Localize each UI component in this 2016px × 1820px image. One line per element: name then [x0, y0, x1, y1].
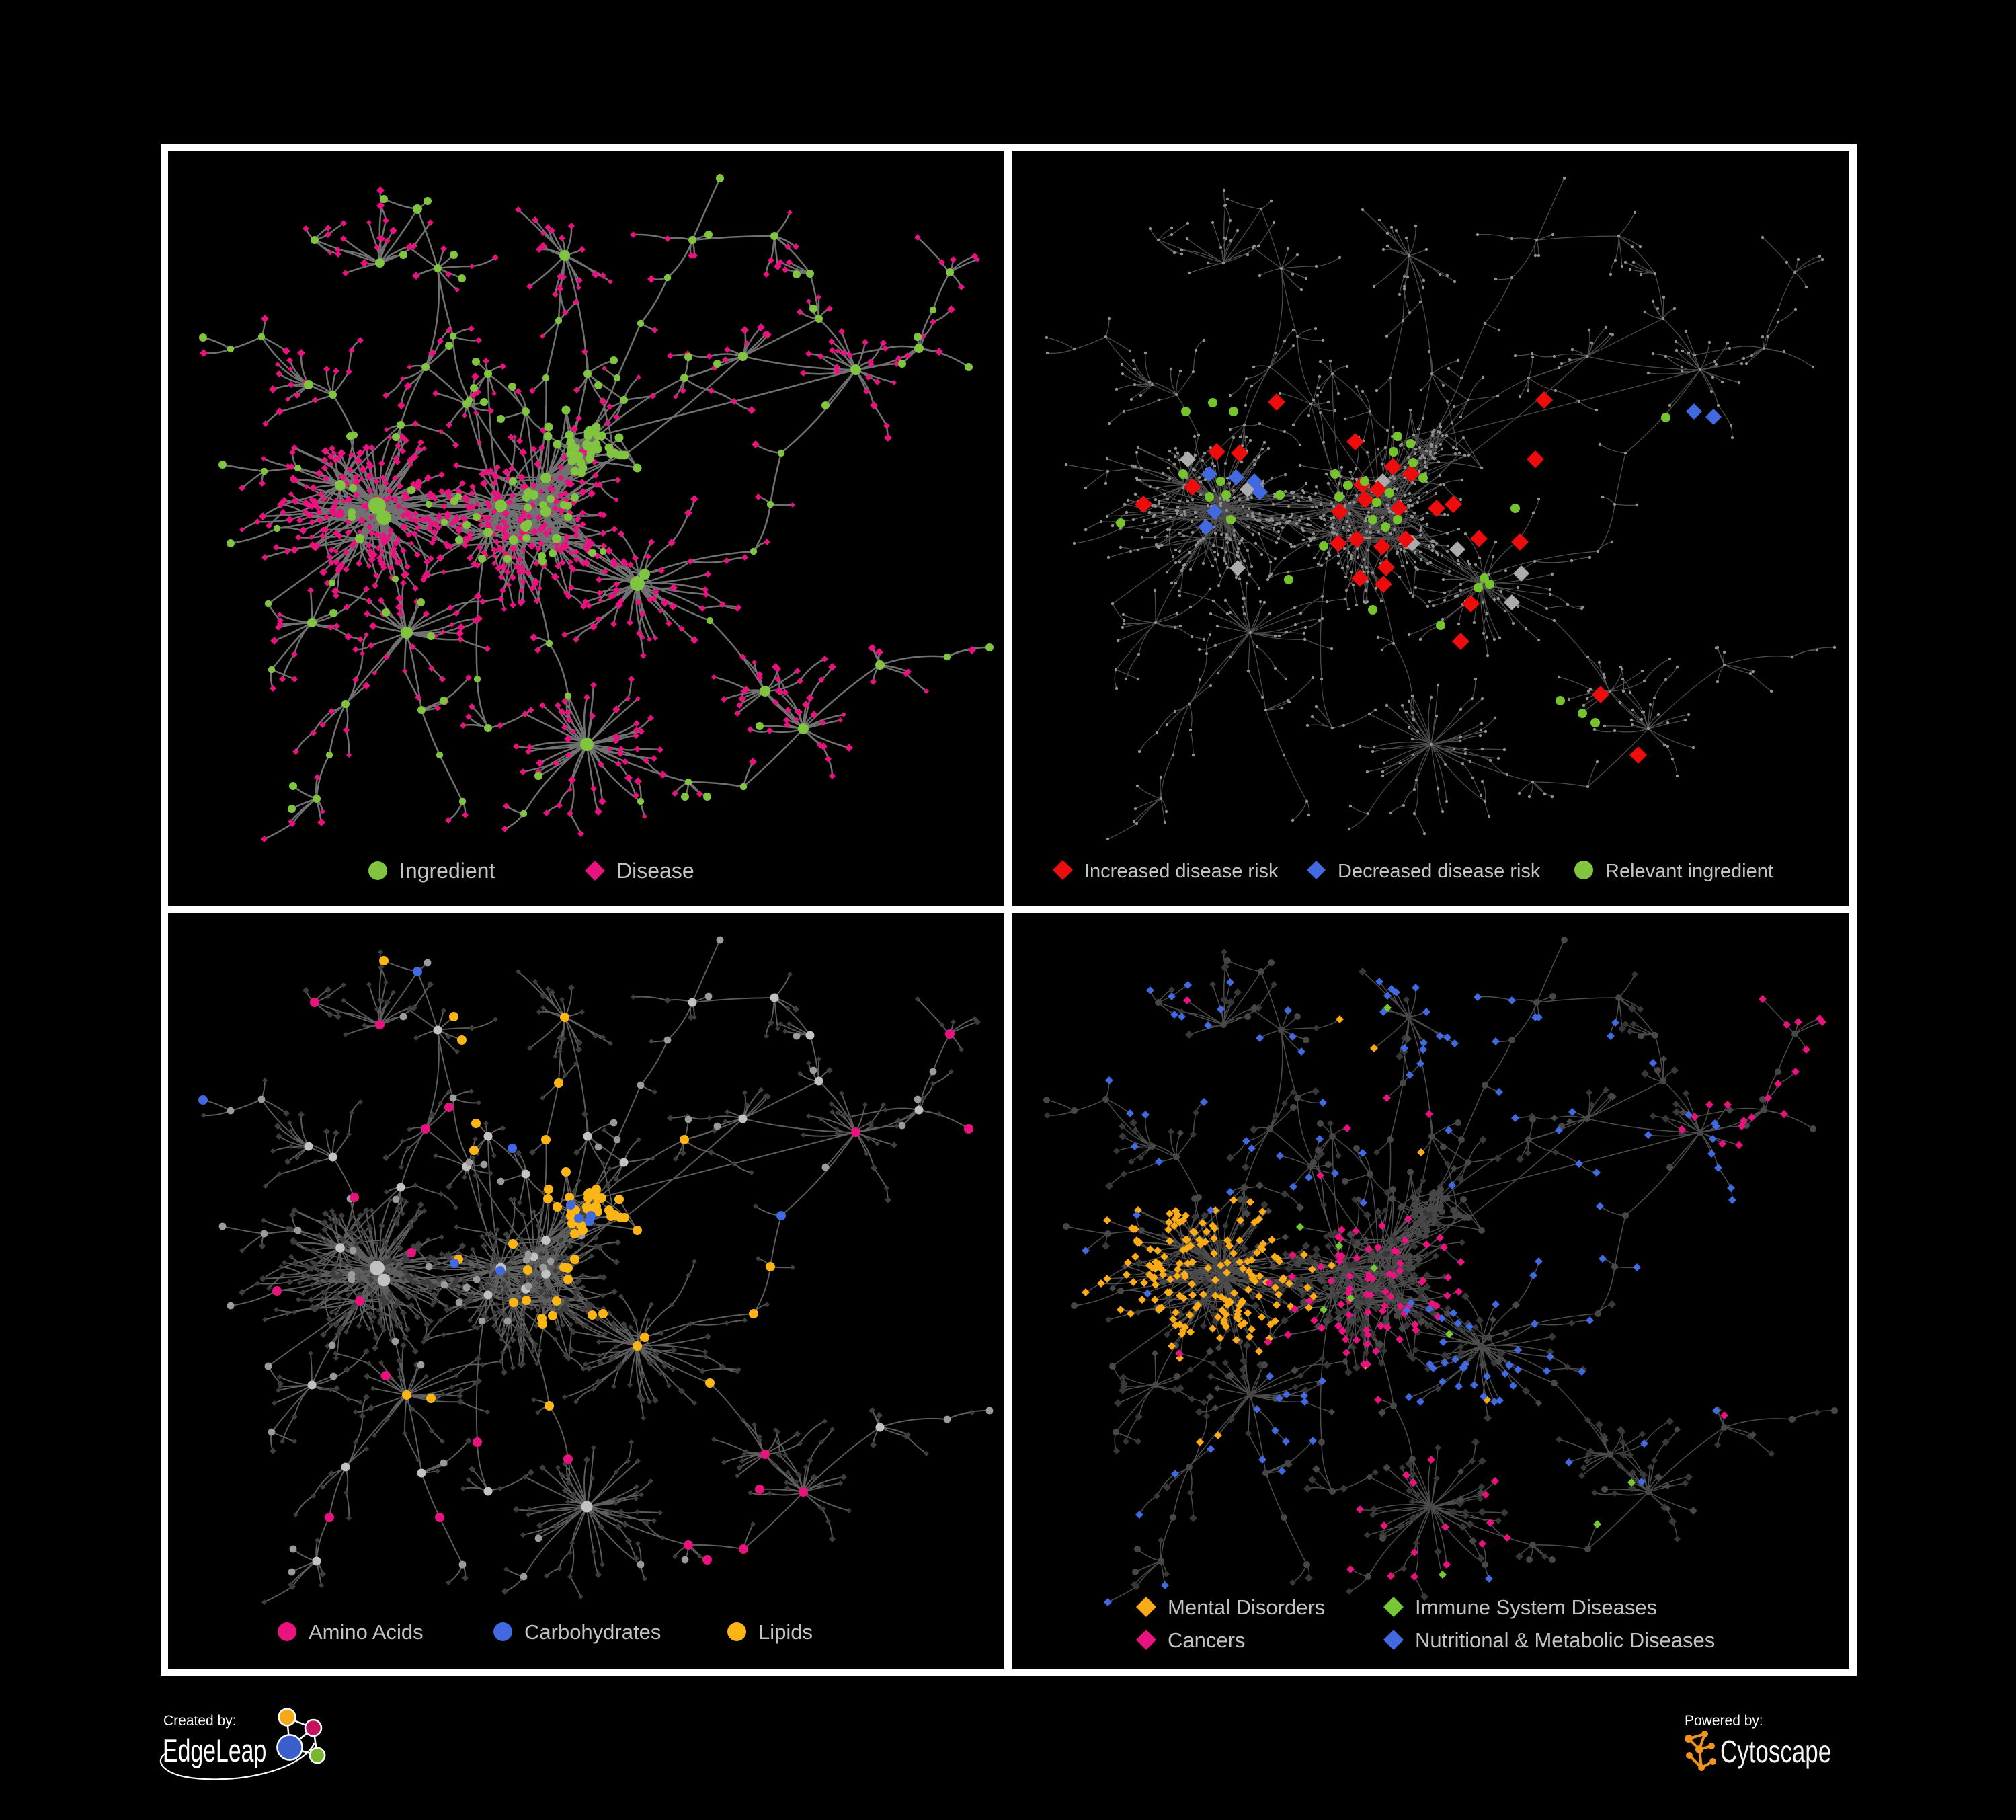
svg-text:Carbohydrates: Carbohydrates — [524, 1620, 661, 1644]
svg-text:Cytoscape: Cytoscape — [1720, 1734, 1831, 1769]
svg-text:Mental Disorders: Mental Disorders — [1168, 1595, 1325, 1619]
svg-text:Lipids: Lipids — [758, 1620, 813, 1644]
svg-text:Increased disease risk: Increased disease risk — [1084, 861, 1279, 882]
svg-text:Powered by:: Powered by: — [1685, 1713, 1763, 1729]
svg-text:Decreased disease risk: Decreased disease risk — [1338, 861, 1541, 882]
svg-text:Immune System Diseases: Immune System Diseases — [1415, 1595, 1657, 1619]
svg-text:Ingredient: Ingredient — [399, 859, 495, 883]
svg-text:Disease: Disease — [616, 859, 694, 883]
svg-text:Amino Acids: Amino Acids — [309, 1620, 424, 1644]
svg-text:Cancers: Cancers — [1168, 1628, 1245, 1652]
svg-text:EdgeLeap: EdgeLeap — [163, 1733, 266, 1769]
svg-text:Nutritional & Metabolic Diseas: Nutritional & Metabolic Diseases — [1415, 1628, 1715, 1652]
svg-text:Created by:: Created by: — [163, 1713, 237, 1729]
svg-text:Relevant ingredient: Relevant ingredient — [1605, 861, 1773, 882]
